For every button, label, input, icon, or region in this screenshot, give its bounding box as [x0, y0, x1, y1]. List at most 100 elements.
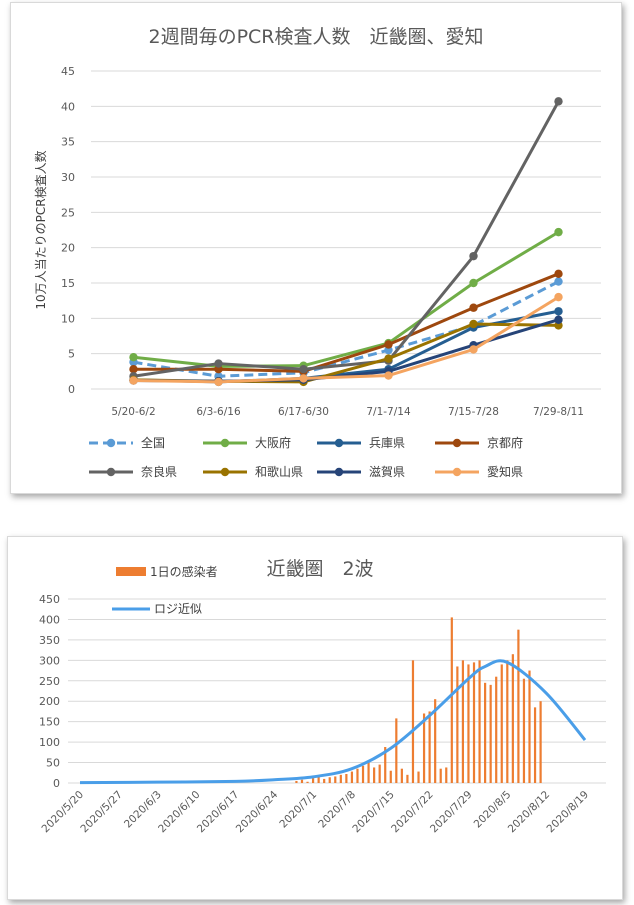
x-tick-label: 2020/7/1 [277, 789, 319, 831]
x-tick-label: 6/17-6/30 [278, 406, 329, 418]
bar [422, 713, 426, 783]
bar [378, 764, 381, 783]
bar [395, 718, 398, 783]
data-point [469, 345, 478, 354]
data-point [554, 97, 563, 106]
legend-marker [106, 467, 116, 477]
bar [495, 676, 498, 783]
legend-label: 全国 [141, 435, 165, 450]
series-line [133, 280, 560, 378]
y-tick-label: 40 [61, 100, 75, 113]
bar [400, 768, 403, 783]
data-point [384, 371, 393, 380]
legend-label: 大阪府 [255, 435, 291, 450]
series-line [133, 100, 560, 378]
data-point [299, 374, 308, 383]
x-tick-label: 2020/7/29 [428, 789, 475, 836]
legend-label: 愛知県 [487, 465, 523, 479]
bar [489, 684, 492, 783]
data-point [469, 278, 478, 288]
x-tick-label: 2020/6/24 [234, 788, 281, 835]
y-tick-label: 25 [61, 206, 75, 219]
bar [334, 776, 337, 783]
bar [345, 774, 348, 783]
legend-label: 1日の感染者 [150, 564, 218, 579]
series-line [133, 272, 560, 373]
bar [317, 776, 320, 783]
bar [506, 660, 509, 783]
legend-marker [334, 438, 344, 448]
data-point [299, 365, 308, 374]
bar [295, 780, 298, 783]
data-point [129, 353, 138, 362]
y-tick-label: 150 [39, 716, 60, 729]
x-tick-label: 6/3-6/16 [196, 406, 241, 418]
infections-chart-panel: 近畿圏 2波 0 50 100 150 200 250 300 350 400 450 2020/5/… [7, 536, 623, 900]
bar [500, 664, 503, 783]
bar [434, 699, 437, 783]
x-tick-label: 5/20-6/2 [111, 406, 155, 418]
bar [456, 666, 459, 783]
bar [339, 774, 342, 783]
bar [445, 767, 448, 783]
series-line [133, 295, 560, 384]
legend-marker [220, 438, 230, 448]
x-tick-label: 2020/8/19 [545, 789, 592, 836]
x-tick-label: 7/15-7/28 [448, 406, 499, 418]
legend-label: 兵庫県 [369, 436, 405, 450]
y-tick-label: 50 [46, 757, 60, 770]
y-axis-label: 10万人当たりのPCR検査人数 [33, 150, 48, 309]
legend-marker [220, 467, 230, 477]
bar [528, 670, 531, 783]
bar [367, 762, 370, 783]
data-point [554, 307, 563, 316]
legend-label: 滋賀県 [369, 465, 405, 479]
pcr-line-chart: 2週間毎のPCR検査人数 近畿圏、愛知 0 5 10 15 20 25 30 35 40 45 5/2… [33, 26, 601, 479]
y-tick-label: 0 [68, 383, 75, 396]
bar [323, 778, 326, 783]
data-point [129, 376, 138, 385]
legend-label: 和歌山県 [255, 464, 303, 479]
legend-marker [334, 467, 344, 477]
bar [439, 768, 442, 783]
y-tick-label: 100 [39, 736, 60, 749]
legend-label: ロジ近似 [154, 602, 202, 616]
y-tick-label: 450 [39, 593, 60, 606]
bar [306, 781, 309, 783]
bar [328, 777, 331, 783]
legend-label: 奈良県 [141, 464, 177, 479]
y-tick-label: 35 [61, 136, 75, 149]
x-tick-label: 7/1-7/14 [366, 406, 411, 418]
bar [361, 765, 365, 783]
legend-marker [116, 567, 146, 576]
bar [373, 767, 376, 783]
data-point [384, 340, 393, 349]
legend-marker [452, 438, 462, 448]
bar [461, 660, 465, 783]
y-tick-label: 400 [39, 613, 60, 626]
y-tick-label: 200 [39, 695, 60, 708]
bar [522, 678, 526, 783]
bar [356, 768, 359, 783]
bar [517, 629, 520, 783]
data-point [554, 269, 563, 279]
data-point [214, 359, 223, 368]
data-point [554, 277, 563, 286]
y-tick-label: 45 [61, 65, 75, 78]
chart-title: 近畿圏 2波 [266, 558, 373, 580]
y-tick-label: 10 [61, 312, 75, 325]
chart-title: 2週間毎のPCR検査人数 近畿圏、愛知 [148, 26, 483, 48]
bar [428, 711, 431, 783]
logistic-fit-line [79, 659, 587, 785]
y-tick-label: 350 [39, 634, 60, 647]
bar [417, 771, 420, 783]
data-point [469, 251, 478, 261]
bar [450, 617, 453, 783]
bar [467, 664, 470, 783]
bar [533, 707, 537, 783]
bar [350, 771, 354, 783]
y-tick-label: 30 [61, 171, 75, 184]
legend-label: 京都府 [487, 435, 523, 450]
data-point [554, 227, 563, 237]
bar [539, 701, 542, 783]
